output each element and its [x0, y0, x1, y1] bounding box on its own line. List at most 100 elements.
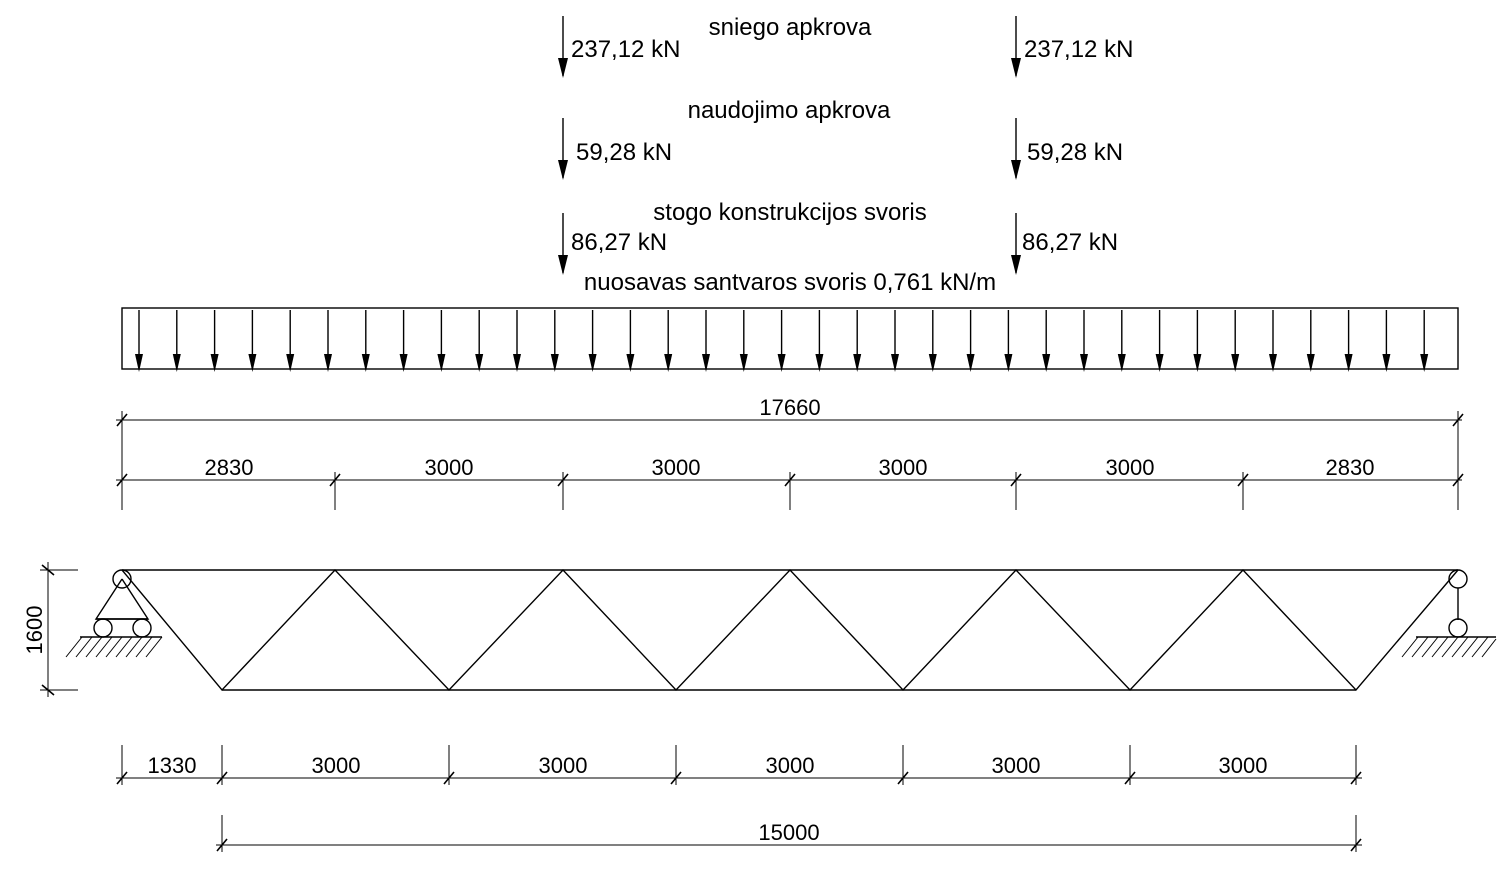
tick: [116, 473, 128, 487]
tick: [1010, 473, 1022, 487]
distributed-load-arrows: [135, 310, 1429, 372]
right-support: [1401, 569, 1497, 658]
left-roller-1: [93, 618, 113, 638]
tick: [1350, 838, 1362, 852]
tick: [1452, 413, 1464, 427]
distributed-load-arrowhead: [1269, 354, 1277, 372]
tick: [897, 771, 909, 785]
distributed-load-arrowhead: [1042, 354, 1051, 372]
distributed-load-arrowhead: [739, 354, 748, 372]
tick: [216, 838, 228, 852]
top-segment-label-6: 2830: [1326, 455, 1375, 480]
top-segment-label-5: 3000: [1106, 455, 1155, 480]
bottom-dimensions: 1330 3000 3000 3000 3000 3000 15000: [116, 745, 1362, 852]
distributed-load-arrowhead: [966, 354, 975, 372]
selfweight-load-title: nuosavas santvaros svoris 0,761 kN/m: [584, 269, 996, 296]
distributed-load-arrowhead: [513, 354, 521, 372]
distributed-load-arrowhead: [664, 354, 673, 372]
distributed-load-arrowhead: [702, 354, 710, 372]
distributed-load-arrowhead: [891, 354, 899, 372]
bottom-segment-label-6: 3000: [1219, 753, 1268, 778]
tick: [443, 771, 455, 785]
tick: [116, 771, 128, 785]
tick: [1237, 473, 1249, 487]
snow-load-value-left: 237,12 kN: [571, 36, 680, 63]
snow-load-value-right: 237,12 kN: [1024, 36, 1133, 63]
left-roller-2: [132, 618, 152, 638]
distributed-load-arrowhead: [437, 354, 446, 372]
distributed-load-arrowhead: [777, 354, 786, 372]
distributed-load-arrowhead: [815, 354, 824, 372]
left-support-pin: [112, 569, 132, 589]
roof-load-value-right: 86,27 kN: [1022, 229, 1118, 256]
distributed-load-arrowhead: [588, 354, 597, 372]
left-ground-hatch: [65, 636, 163, 658]
live-load-title: naudojimo apkrova: [688, 97, 891, 124]
tick: [41, 564, 55, 576]
tick: [116, 413, 128, 427]
bottom-segment-label-4: 3000: [766, 753, 815, 778]
overall-bottom-dim-label: 15000: [758, 820, 819, 845]
bottom-segment-label-1: 1330: [148, 753, 197, 778]
roof-load-value-left: 86,27 kN: [571, 229, 667, 256]
distributed-load-arrowhead: [172, 354, 181, 372]
distributed-load-arrowhead: [1155, 354, 1164, 372]
live-load-value-left: 59,28 kN: [576, 139, 672, 166]
live-load-arrowhead-left: [558, 160, 568, 180]
distributed-load-arrowhead: [1004, 354, 1013, 372]
tick: [41, 684, 55, 696]
height-dimension: 1600: [22, 562, 78, 697]
distributed-load-arrowhead: [135, 354, 143, 372]
right-ground-hatch: [1401, 636, 1497, 658]
load-arrows: [558, 16, 1021, 275]
distributed-load-arrowhead: [1382, 354, 1391, 372]
top-dimensions: 17660 2830 3000 3000 3000 3000 2830: [116, 395, 1464, 510]
left-support: [65, 569, 163, 658]
truss: [121, 568, 1459, 692]
right-support-pin-bottom: [1448, 618, 1468, 638]
height-dim-label: 1600: [22, 606, 47, 655]
distributed-load-arrowhead: [928, 354, 937, 372]
overall-top-dim-label: 17660: [759, 395, 820, 420]
distributed-load-arrowhead: [853, 354, 862, 372]
live-load-arrowhead-right: [1011, 160, 1021, 180]
distributed-load-arrowhead: [210, 354, 219, 372]
top-segment-label-4: 3000: [879, 455, 928, 480]
distributed-load-arrowhead: [361, 354, 370, 372]
web-members: [121, 568, 1459, 692]
roof-load-title: stogo konstrukcijos svoris: [653, 199, 926, 226]
distributed-load-arrowhead: [1193, 354, 1202, 372]
distributed-load-arrowhead: [1306, 354, 1315, 372]
distributed-load-arrowhead: [550, 354, 559, 372]
distributed-load-arrowhead: [1080, 354, 1088, 372]
tick: [557, 473, 569, 487]
tick: [216, 771, 228, 785]
snow-load-arrowhead-right: [1011, 58, 1021, 78]
distributed-load-arrowhead: [1117, 354, 1126, 372]
roof-load-arrowhead-left: [558, 255, 568, 275]
distributed-load-arrowhead: [286, 354, 295, 372]
top-segment-label-3: 3000: [652, 455, 701, 480]
distributed-load-arrowhead: [475, 354, 484, 372]
distributed-load-arrowhead: [1231, 354, 1240, 372]
distributed-load-box: [121, 307, 1459, 370]
bottom-segment-label-3: 3000: [539, 753, 588, 778]
top-segment-label-2: 3000: [425, 455, 474, 480]
tick: [1452, 473, 1464, 487]
roof-load-arrowhead-right: [1011, 255, 1021, 275]
distributed-load-arrowhead: [626, 354, 635, 372]
distributed-load-arrowhead: [399, 354, 408, 372]
top-segment-label-1: 2830: [205, 455, 254, 480]
bottom-segment-label-5: 3000: [992, 753, 1041, 778]
distributed-load-arrowhead: [324, 354, 332, 372]
live-load-value-right: 59,28 kN: [1027, 139, 1123, 166]
left-support-triangle: [94, 578, 150, 620]
distributed-load-arrowhead: [1420, 354, 1429, 372]
tick: [1124, 771, 1136, 785]
distributed-load-arrowhead: [1344, 354, 1353, 372]
tick: [1350, 771, 1362, 785]
tick: [670, 771, 682, 785]
right-support-pin-top: [1448, 569, 1468, 589]
tick: [329, 473, 341, 487]
